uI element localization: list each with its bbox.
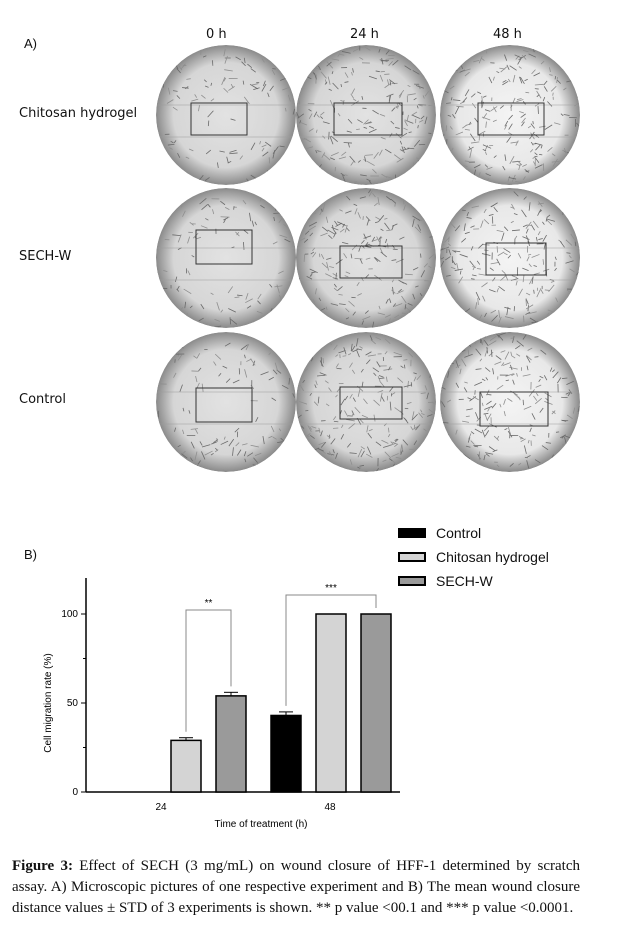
row-label-sech-w: SECH-W <box>19 249 72 264</box>
time-label-24h: 24 h <box>350 27 379 42</box>
y-tick-label-100: 100 <box>61 609 78 620</box>
significance-bracket-24 <box>185 609 232 732</box>
legend-swatch-chitosan <box>398 552 426 562</box>
micrograph-sech-w-24h <box>296 188 436 328</box>
panel-a-label: A) <box>24 36 37 51</box>
caption-text: Effect of SECH (3 mg/mL) on wound closur… <box>12 858 580 916</box>
time-label-0h: 0 h <box>206 27 227 42</box>
legend-label-control: Control <box>436 525 482 541</box>
panel-b-label: B) <box>24 547 37 562</box>
x-tick-label-24: 24 <box>155 802 167 813</box>
significance-label-24: ** <box>205 598 213 609</box>
micrograph-chitosan-24h <box>296 45 436 185</box>
x-axis-label: Time of treatment (h) <box>215 819 308 830</box>
micrograph-control-24h <box>296 332 436 472</box>
time-label-48h: 48 h <box>493 27 522 42</box>
y-tick-label-50: 50 <box>67 698 79 709</box>
row-label-control: Control <box>19 392 66 407</box>
bar-control-48 <box>270 714 302 793</box>
significance-bracket-48 <box>285 594 377 706</box>
bar-sech-w-48 <box>360 613 392 793</box>
legend-label-sech-w: SECH-W <box>436 573 493 589</box>
micrograph-control-0h <box>156 332 296 472</box>
y-axis-label: Cell migration rate (%) <box>43 653 54 752</box>
x-tick-label-48: 48 <box>324 802 336 813</box>
legend-item-control: Control <box>398 525 481 541</box>
bar-chitosan-hydrogel-48 <box>315 613 347 793</box>
figure-number: Figure 3: <box>12 858 73 874</box>
legend-item-sech-w: SECH-W <box>398 573 493 589</box>
legend-item-chitosan: Chitosan hydrogel <box>398 549 549 565</box>
micrograph-sech-w-0h <box>156 188 296 328</box>
legend-swatch-sech-w <box>398 576 426 586</box>
micrograph-sech-w-48h <box>440 188 580 328</box>
micrograph-control-48h <box>440 332 580 472</box>
row-label-chitosan: Chitosan hydrogel <box>19 106 138 121</box>
bar-chitosan-hydrogel-24 <box>170 739 202 793</box>
y-tick-label-0: 0 <box>72 787 78 798</box>
legend-label-chitosan: Chitosan hydrogel <box>436 549 549 565</box>
significance-label-48: *** <box>325 583 337 594</box>
bar-sech-w-24 <box>215 695 247 793</box>
legend-swatch-control <box>398 528 426 538</box>
figure-caption: Figure 3: Effect of SECH (3 mg/mL) on wo… <box>12 856 580 919</box>
micrograph-chitosan-0h <box>156 45 296 185</box>
micrograph-chitosan-48h <box>440 45 580 185</box>
